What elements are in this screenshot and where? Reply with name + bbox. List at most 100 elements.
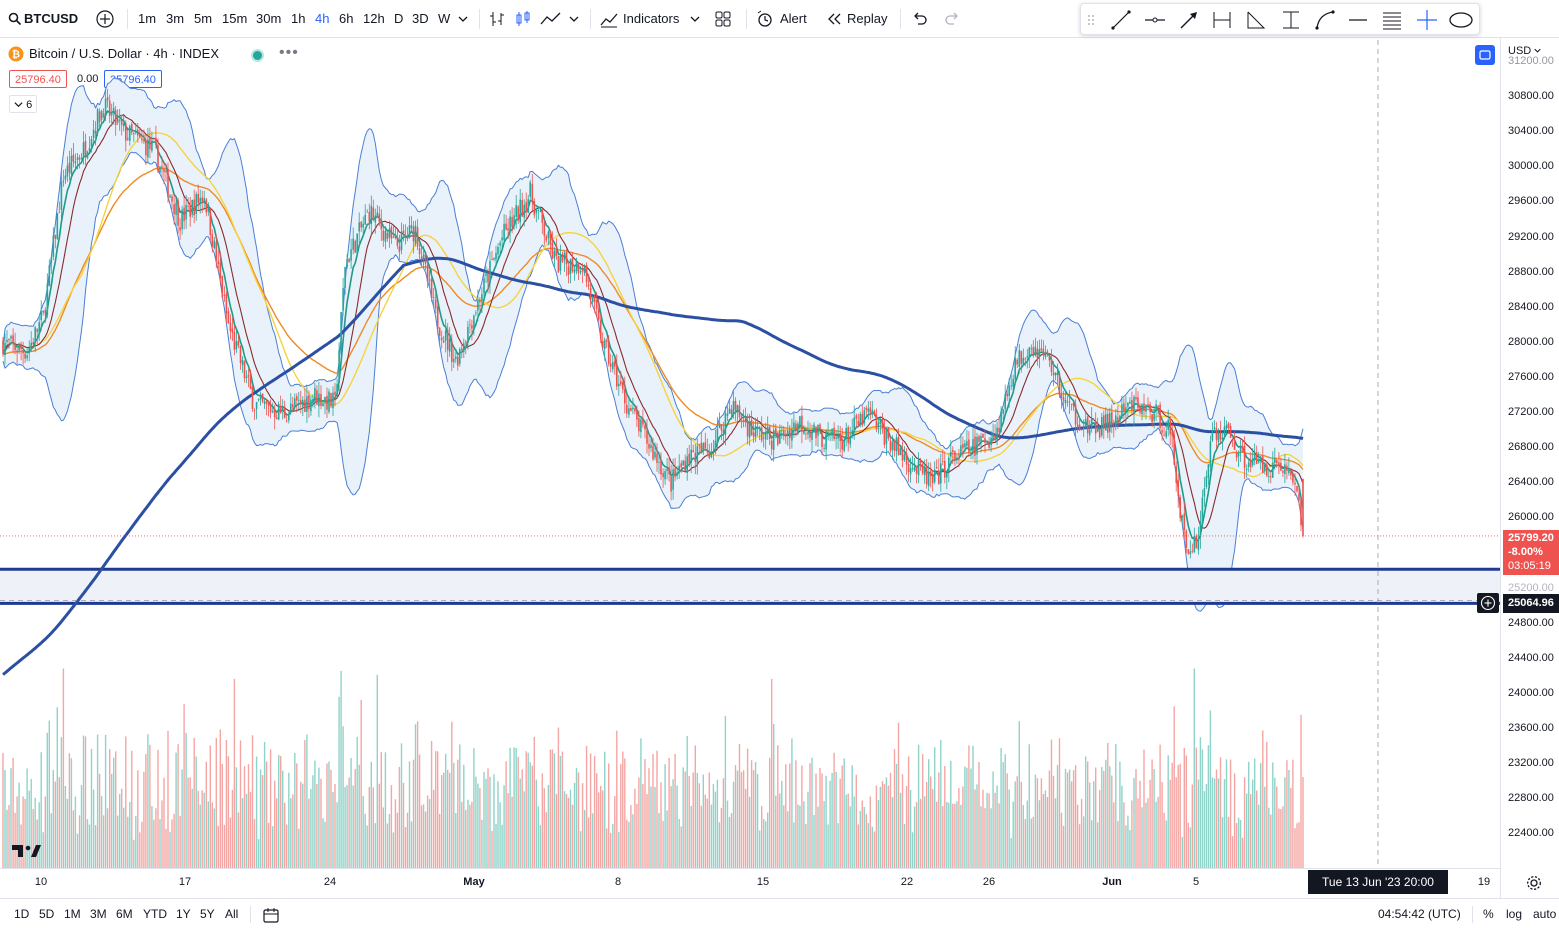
candle-body	[92, 129, 95, 139]
drag-handle[interactable]	[1085, 8, 1097, 32]
auto-toggle[interactable]: auto	[1533, 907, 1557, 921]
chart-title[interactable]: Bitcoin / U.S. Dollar · 4h · INDEX	[29, 46, 219, 61]
candle-body	[718, 422, 721, 428]
candle-body	[887, 428, 890, 439]
settings-gear-icon[interactable]	[1526, 875, 1542, 891]
price-axis[interactable]	[1500, 38, 1559, 898]
range-5y[interactable]: 5Y	[200, 907, 215, 921]
volume-bar	[175, 752, 177, 868]
interval-5m[interactable]: 5m	[194, 11, 213, 26]
volume-bar	[465, 809, 467, 868]
candle-body	[241, 360, 244, 366]
candle-body	[1157, 405, 1159, 408]
candle-body	[440, 337, 443, 340]
volume-bar	[189, 777, 191, 868]
candle-body	[982, 433, 984, 438]
price-range-tool[interactable]	[1279, 8, 1303, 32]
candle-body	[1026, 356, 1029, 358]
range-1y[interactable]: 1Y	[176, 907, 191, 921]
interval-1h[interactable]: 1h	[291, 11, 306, 26]
candle-body	[1253, 453, 1256, 460]
triangle-tool[interactable]	[1244, 8, 1268, 32]
indicators-button[interactable]: Indicators	[600, 0, 679, 38]
date-range-tool[interactable]	[1210, 8, 1234, 32]
symbol-search[interactable]: BTCUSD	[8, 0, 78, 38]
candle-body	[322, 403, 324, 407]
curve-tool[interactable]	[1313, 8, 1337, 32]
range-ytd[interactable]: YTD	[143, 907, 167, 921]
arrow-tool[interactable]	[1177, 8, 1201, 32]
price-tick: 25200.00	[1508, 581, 1554, 594]
clock-timezone[interactable]: 04:54:42 (UTC)	[1378, 907, 1461, 921]
volume-bar	[100, 796, 103, 868]
interval-3m[interactable]: 3m	[166, 11, 185, 26]
candle-body	[529, 182, 531, 197]
percent-toggle[interactable]: %	[1483, 907, 1494, 921]
horizontal-line-tool[interactable]	[1346, 8, 1370, 32]
candle-body	[1169, 418, 1171, 435]
range-6m[interactable]: 6M	[116, 907, 133, 921]
candle-body	[418, 248, 421, 255]
candle-body	[1185, 530, 1188, 548]
volume-bar	[129, 802, 131, 868]
volume-bar	[398, 766, 401, 868]
interval-15m[interactable]: 15m	[222, 11, 248, 26]
volume-bar	[46, 732, 48, 868]
auto-scale-button[interactable]	[1475, 45, 1495, 65]
volume-bar	[781, 780, 783, 868]
volume-bar	[98, 773, 101, 868]
range-1d[interactable]: 1D	[14, 907, 30, 921]
candle-body	[336, 384, 338, 396]
candle-body	[976, 436, 978, 455]
currency-selector[interactable]: USD	[1508, 45, 1541, 57]
more-options-icon[interactable]: •••	[279, 44, 299, 61]
svg-text:₿: ₿	[12, 49, 20, 61]
volume-bar	[414, 724, 417, 868]
replay-button[interactable]: Replay	[826, 0, 887, 38]
volume-bar	[131, 750, 133, 868]
volume-bar	[1231, 836, 1234, 868]
volume-bar	[817, 806, 819, 868]
volume-bar	[710, 804, 713, 868]
interval-4h[interactable]: 4h	[315, 11, 330, 26]
candle-body	[849, 435, 851, 445]
interval-6h[interactable]: 6h	[339, 11, 354, 26]
candle-body	[861, 413, 864, 426]
candle-body	[843, 441, 845, 451]
candle-body	[666, 469, 668, 471]
indicators-toggle[interactable]: 6	[9, 95, 38, 113]
range-5d[interactable]: 5D	[39, 907, 55, 921]
interval-d[interactable]: D	[394, 11, 404, 26]
candle-body	[980, 436, 982, 442]
candle-body	[1203, 488, 1206, 497]
interval-12h[interactable]: 12h	[363, 11, 385, 26]
interval-w[interactable]: W	[438, 11, 451, 26]
price-chart[interactable]	[0, 0, 1500, 870]
range-1m[interactable]: 1M	[64, 907, 81, 921]
candle-body	[978, 436, 980, 442]
interval-1m[interactable]: 1m	[138, 11, 157, 26]
interval-30m[interactable]: 30m	[256, 11, 282, 26]
candle-body	[620, 381, 622, 385]
add-alert-button[interactable]	[1477, 593, 1499, 613]
volume-bar	[606, 828, 608, 868]
candle-body	[674, 468, 676, 478]
range-3m[interactable]: 3M	[90, 907, 107, 921]
volume-bar	[1195, 747, 1197, 868]
ellipse-tool[interactable]	[1448, 8, 1473, 32]
interval-3d[interactable]: 3D	[412, 11, 429, 26]
candle-body	[1058, 373, 1061, 396]
crosshair-tool[interactable]	[1415, 8, 1439, 32]
alert-button[interactable]: Alert	[756, 0, 807, 38]
volume-bar	[654, 787, 656, 868]
range-all[interactable]: All	[225, 907, 239, 921]
candle-body	[461, 348, 463, 350]
horizontal-ray-tool[interactable]	[1143, 8, 1167, 32]
candle-body	[24, 353, 26, 359]
fib-retracement-tool[interactable]	[1380, 8, 1404, 32]
trend-line-tool[interactable]	[1109, 8, 1133, 32]
volume-bar	[839, 778, 841, 868]
candle-body	[444, 330, 447, 341]
log-toggle[interactable]: log	[1506, 907, 1523, 921]
volume-bar	[171, 819, 173, 868]
